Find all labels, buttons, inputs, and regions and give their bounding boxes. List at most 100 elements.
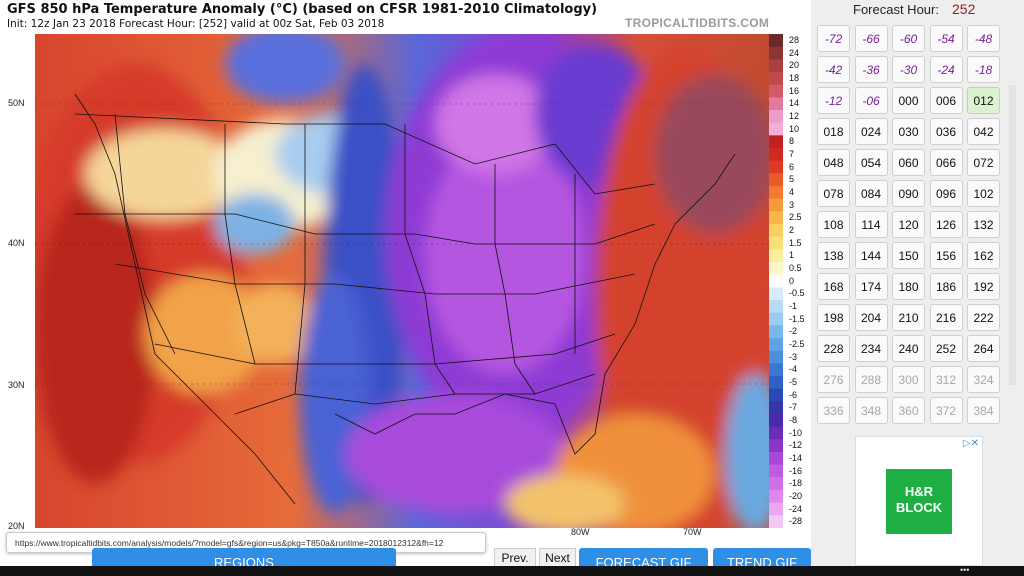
forecast-hour-button[interactable]: 210 <box>892 304 925 331</box>
forecast-hour-button[interactable]: 312 <box>929 366 963 393</box>
colorbar-tick-label: 0.5 <box>789 263 802 273</box>
forecast-hour-button[interactable]: -30 <box>892 56 925 83</box>
lon-label-80w: 80W <box>571 527 590 537</box>
forecast-hour-button[interactable]: 018 <box>817 118 850 145</box>
forecast-hour-button[interactable]: 234 <box>854 335 888 362</box>
lat-label-20n: 20N <box>8 521 25 531</box>
forecast-hour-button[interactable]: 096 <box>929 180 963 207</box>
forecast-hour-button[interactable]: -72 <box>817 25 850 52</box>
forecast-hour-button[interactable]: -66 <box>854 25 888 52</box>
forecast-hour-button[interactable]: 102 <box>967 180 1000 207</box>
forecast-hour-button[interactable]: 216 <box>929 304 963 331</box>
colorbar-tick-label: -0.5 <box>789 288 805 299</box>
forecast-hour-button[interactable]: -06 <box>854 87 888 114</box>
forecast-hour-button[interactable]: 072 <box>967 149 1000 176</box>
forecast-hour-button[interactable]: 384 <box>967 397 1000 424</box>
forecast-hour-button[interactable]: 024 <box>854 118 888 145</box>
colorbar-swatch <box>769 350 783 364</box>
forecast-hour-button[interactable]: 000 <box>892 87 925 114</box>
forecast-hour-button[interactable]: -42 <box>817 56 850 83</box>
colorbar-tick-label: -28 <box>789 516 803 527</box>
forecast-hour-button[interactable]: 138 <box>817 242 850 269</box>
forecast-hour-button[interactable]: 204 <box>854 304 888 331</box>
colorbar-swatch <box>769 274 783 288</box>
colorbar-tick-label: 24 <box>789 47 800 58</box>
forecast-hour-button[interactable]: -12 <box>817 87 850 114</box>
forecast-hour-button[interactable]: 036 <box>929 118 963 145</box>
forecast-hour-button[interactable]: 264 <box>967 335 1000 362</box>
forecast-hour-button[interactable]: -60 <box>892 25 925 52</box>
forecast-hour-button[interactable]: 240 <box>892 335 925 362</box>
next-button[interactable]: Next <box>539 548 576 568</box>
ad-close-icon[interactable]: ▷✕ <box>962 438 979 449</box>
lat-label-50n: 50N <box>8 98 25 108</box>
forecast-hour-button[interactable]: 006 <box>929 87 963 114</box>
forecast-hour-button[interactable]: 162 <box>967 242 1000 269</box>
forecast-hour-button[interactable]: 228 <box>817 335 850 362</box>
colorbar-tick-label: -16 <box>789 465 803 476</box>
forecast-hour-button[interactable]: 126 <box>929 211 963 238</box>
forecast-hour-button[interactable]: 348 <box>854 397 888 424</box>
colorbar-tick-label: 6 <box>789 161 795 172</box>
system-bar <box>0 566 1024 576</box>
forecast-hour-button[interactable]: 174 <box>854 273 888 300</box>
hr-block-logo[interactable]: H&R BLOCK <box>886 469 952 534</box>
forecast-hour-button[interactable]: 132 <box>967 211 1000 238</box>
forecast-hour-button[interactable]: 186 <box>929 273 963 300</box>
colorbar-swatch <box>769 249 783 263</box>
forecast-hour-button[interactable]: 054 <box>854 149 888 176</box>
forecast-hour-button[interactable]: 324 <box>967 366 1000 393</box>
colorbar-swatch <box>769 34 783 48</box>
forecast-hour-button[interactable]: 042 <box>967 118 1000 145</box>
forecast-hour-button[interactable]: 168 <box>817 273 850 300</box>
forecast-hour-button[interactable]: 252 <box>929 335 963 362</box>
more-dots-icon[interactable]: ••• <box>960 565 970 575</box>
forecast-hour-button[interactable]: 120 <box>892 211 925 238</box>
forecast-hour-button[interactable]: 114 <box>854 211 888 238</box>
forecast-hour-button[interactable]: -54 <box>929 25 963 52</box>
forecast-hour-button[interactable]: 222 <box>967 304 1000 331</box>
forecast-hour-button[interactable]: 066 <box>929 149 963 176</box>
prev-button[interactable]: Prev. <box>494 548 536 568</box>
colorbar-tick-label: 10 <box>789 123 800 134</box>
forecast-hour-button[interactable]: 060 <box>892 149 925 176</box>
forecast-hour-button[interactable]: -36 <box>854 56 888 83</box>
colorbar-swatch <box>769 262 783 276</box>
colorbar-tick-label: 28 <box>789 35 800 45</box>
forecast-hour-button[interactable]: 150 <box>892 242 925 269</box>
colorbar-swatch <box>769 401 783 415</box>
forecast-hour-button[interactable]: 300 <box>892 366 925 393</box>
forecast-hour-button[interactable]: 288 <box>854 366 888 393</box>
forecast-hour-button[interactable]: 078 <box>817 180 850 207</box>
colorbar-swatch <box>769 160 783 174</box>
colorbar-tick-label: 5 <box>789 174 795 185</box>
forecast-hour-button[interactable]: 192 <box>967 273 1000 300</box>
scrollbar[interactable] <box>1009 85 1016 385</box>
colorbar-swatch <box>769 97 783 111</box>
colorbar-swatch <box>769 173 783 187</box>
forecast-hour-button[interactable]: 090 <box>892 180 925 207</box>
forecast-hour-button[interactable]: 144 <box>854 242 888 269</box>
forecast-hour-button[interactable]: -48 <box>967 25 1000 52</box>
forecast-hour-button[interactable]: -18 <box>967 56 1000 83</box>
forecast-hour-button[interactable]: 360 <box>892 397 925 424</box>
forecast-hour-button[interactable]: 156 <box>929 242 963 269</box>
forecast-hour-button[interactable]: 012 <box>967 87 1000 114</box>
colorbar-tick-label: 3 <box>789 199 795 210</box>
colorbar-tick-label: -2 <box>789 326 798 337</box>
forecast-hour-button[interactable]: 180 <box>892 273 925 300</box>
forecast-hour-button[interactable]: 084 <box>854 180 888 207</box>
forecast-hour-button[interactable]: -24 <box>929 56 963 83</box>
forecast-hour-button[interactable]: 372 <box>929 397 963 424</box>
forecast-hour-button[interactable]: 276 <box>817 366 850 393</box>
colorbar-tick-label: 1 <box>789 250 795 261</box>
forecast-hour-button[interactable]: 198 <box>817 304 850 331</box>
anomaly-map[interactable] <box>35 34 769 528</box>
forecast-hour-button[interactable]: 048 <box>817 149 850 176</box>
forecast-hour-button[interactable]: 336 <box>817 397 850 424</box>
colorbar-tick-label: -1 <box>789 301 798 311</box>
forecast-hour-button[interactable]: 108 <box>817 211 850 238</box>
map-subtitle: Init: 12z Jan 23 2018 Forecast Hour: [25… <box>7 18 385 30</box>
ad-banner[interactable]: ▷✕ H&R BLOCK <box>855 436 983 566</box>
forecast-hour-button[interactable]: 030 <box>892 118 925 145</box>
